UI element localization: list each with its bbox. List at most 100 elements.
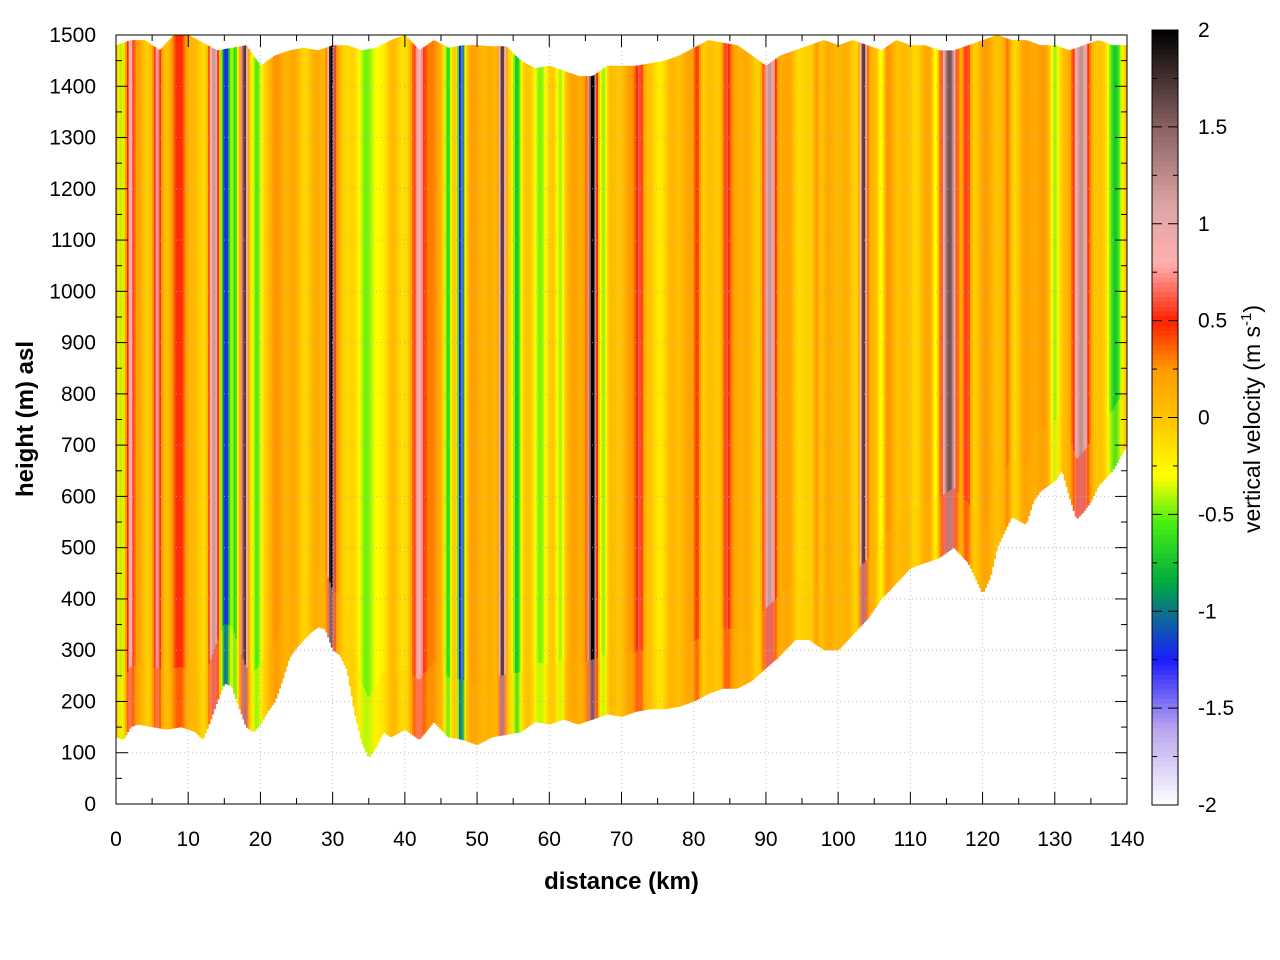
heatmap-strip bbox=[668, 59, 671, 709]
heatmap-strip bbox=[834, 44, 837, 651]
heatmap-strip-base bbox=[289, 596, 292, 657]
heatmap-strip bbox=[1080, 46, 1083, 515]
heatmap-strip-base bbox=[321, 568, 325, 629]
heatmap-strip-base bbox=[1049, 424, 1052, 485]
heatmap-strip bbox=[599, 70, 603, 717]
heatmap-strip bbox=[854, 41, 857, 632]
heatmap-strip bbox=[735, 45, 738, 689]
heatmap-strip-base bbox=[267, 650, 271, 711]
heatmap-strip-base bbox=[747, 622, 751, 683]
heatmap-strip-base bbox=[888, 530, 892, 591]
heatmap-strip bbox=[585, 76, 588, 722]
heatmap-strip-base bbox=[507, 674, 511, 735]
heatmap-strip bbox=[327, 46, 330, 638]
heatmap-strip-base bbox=[587, 661, 590, 722]
colorbar-swatch bbox=[1152, 562, 1178, 569]
heatmap-strip-base bbox=[117, 678, 121, 739]
x-tick-label: 90 bbox=[754, 828, 777, 851]
heatmap-strip-base bbox=[209, 659, 213, 720]
heatmap-strip-base bbox=[917, 505, 920, 566]
colorbar-title-prefix: vertical velocity (m s bbox=[1239, 326, 1265, 533]
heatmap-strip bbox=[412, 43, 415, 736]
heatmap-strip bbox=[883, 48, 886, 597]
heatmap-strip bbox=[1024, 40, 1027, 525]
heatmap-strip bbox=[921, 45, 924, 564]
colorbar-swatch bbox=[1152, 528, 1178, 535]
colorbar-swatch bbox=[1152, 209, 1178, 215]
heatmap-strip bbox=[626, 65, 630, 715]
heatmap-strip-base bbox=[1105, 417, 1108, 478]
heatmap-strip-base bbox=[139, 665, 142, 726]
heatmap-strip bbox=[446, 47, 449, 737]
heatmap-strip-base bbox=[359, 678, 363, 739]
heatmap-strip-base bbox=[1036, 435, 1040, 496]
heatmap-strip bbox=[944, 50, 948, 554]
colorbar-swatch bbox=[1152, 398, 1178, 404]
heatmap-strip bbox=[758, 61, 762, 674]
heatmap-strip bbox=[352, 47, 355, 707]
heatmap-strip bbox=[316, 50, 319, 628]
heatmap-strip-base bbox=[301, 580, 305, 641]
heatmap-strip bbox=[551, 66, 554, 724]
grid-lines bbox=[116, 35, 1127, 804]
heatmap-strip-base bbox=[980, 531, 984, 592]
heatmap-strip bbox=[354, 48, 357, 716]
heatmap-strip bbox=[361, 50, 364, 745]
heatmap-strip-base bbox=[152, 667, 155, 728]
colorbar-swatch bbox=[1152, 262, 1178, 268]
heatmap-strip bbox=[341, 45, 345, 662]
y-tick-label: 700 bbox=[61, 434, 96, 457]
colorbar-swatch bbox=[1152, 277, 1178, 283]
heatmap-strip-base bbox=[969, 508, 973, 569]
heatmap-strip bbox=[895, 40, 899, 583]
heatmap-strip-base bbox=[686, 643, 689, 704]
heatmap-strip-base bbox=[296, 586, 299, 647]
heatmap-strip-base bbox=[616, 656, 619, 717]
colorbar-swatch bbox=[1152, 683, 1178, 690]
heatmap-strip-base bbox=[484, 680, 487, 741]
heatmap-strip-base bbox=[545, 664, 549, 725]
heatmap-strip-base bbox=[525, 667, 529, 728]
heatmap-strip-base bbox=[897, 520, 901, 581]
heatmap-strip bbox=[1002, 37, 1005, 535]
heatmap-strip-base bbox=[807, 579, 810, 640]
heatmap-strip-base bbox=[922, 503, 926, 564]
heatmap-strip-base bbox=[984, 528, 987, 589]
heatmap-strip-base bbox=[370, 694, 373, 755]
colorbar-swatch bbox=[1152, 34, 1178, 41]
heatmap-strip bbox=[903, 43, 906, 575]
heatmap-strip-base bbox=[823, 590, 827, 651]
heatmap-strip-base bbox=[868, 555, 872, 616]
heatmap-strip bbox=[894, 40, 897, 585]
heatmap-strip bbox=[932, 48, 935, 561]
heatmap-strip bbox=[1016, 40, 1020, 521]
heatmap-strip-base bbox=[292, 591, 296, 652]
heatmap-strip-base bbox=[314, 569, 317, 630]
heatmap-strip bbox=[424, 45, 428, 733]
heatmap-strip bbox=[1119, 45, 1123, 457]
heatmap-strip-base bbox=[668, 648, 671, 709]
heatmap-strip bbox=[312, 49, 316, 631]
heatmap-strip-base bbox=[1006, 466, 1009, 527]
heatmap-strip-base bbox=[908, 509, 911, 570]
heatmap-strip-base bbox=[820, 588, 823, 649]
heatmap-strip bbox=[1031, 42, 1034, 505]
heatmap-strip-base bbox=[623, 655, 626, 716]
heatmap-strip bbox=[1042, 45, 1045, 490]
heatmap-strip bbox=[220, 49, 224, 691]
heatmap-strip-base bbox=[316, 567, 319, 628]
heatmap-strip-base bbox=[924, 502, 928, 563]
heatmap-strip-base bbox=[975, 520, 978, 581]
heatmap-strip bbox=[646, 63, 650, 710]
heatmap-strip bbox=[119, 43, 123, 739]
heatmap-strip-base bbox=[309, 573, 312, 634]
heatmap-strip-base bbox=[605, 654, 608, 715]
heatmap-strip-base bbox=[269, 647, 272, 708]
heatmap-strip-base bbox=[164, 669, 168, 730]
heatmap-strip bbox=[1107, 43, 1110, 476]
heatmap-strip bbox=[269, 58, 272, 708]
heatmap-strip bbox=[975, 42, 978, 581]
heatmap-strip-base bbox=[818, 587, 821, 647]
heatmap-strip-base bbox=[542, 663, 545, 724]
heatmap-strip bbox=[1078, 46, 1081, 517]
